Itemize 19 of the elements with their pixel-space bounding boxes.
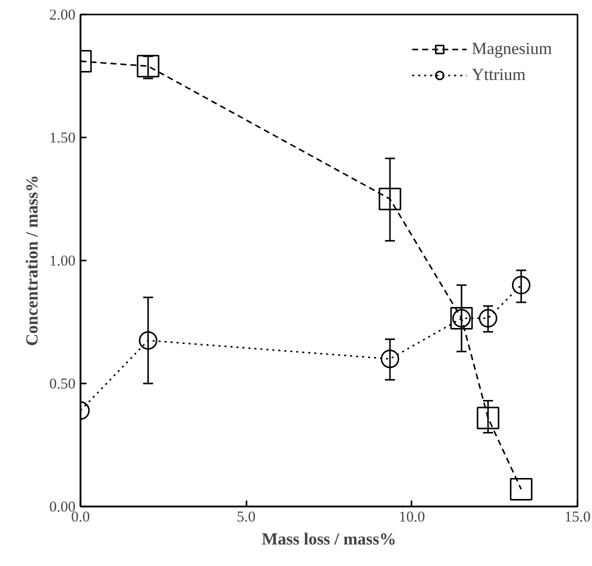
point — [478, 309, 498, 328]
y-tick-label: 0.50 — [49, 376, 76, 392]
point — [476, 406, 500, 430]
x-axis-title: Mass loss / mass% — [262, 530, 396, 548]
point — [136, 54, 160, 78]
x-tick-label: 15.0 — [564, 510, 591, 526]
point — [378, 188, 402, 210]
y-tick-label: 1.00 — [49, 254, 76, 270]
point — [510, 478, 532, 501]
x-tick-label: 5.0 — [236, 510, 256, 526]
y-axis-title: Concentration / mass% — [22, 175, 42, 346]
point — [512, 276, 530, 294]
point — [380, 350, 400, 368]
point — [138, 331, 158, 350]
y-tick-label: 1.50 — [49, 130, 76, 146]
x-tick-label: 10.0 — [398, 510, 425, 526]
y-tick-label: 2.00 — [49, 8, 76, 24]
legend-label: Yttrium — [472, 65, 526, 85]
legend-label: Magnesium — [472, 39, 552, 59]
